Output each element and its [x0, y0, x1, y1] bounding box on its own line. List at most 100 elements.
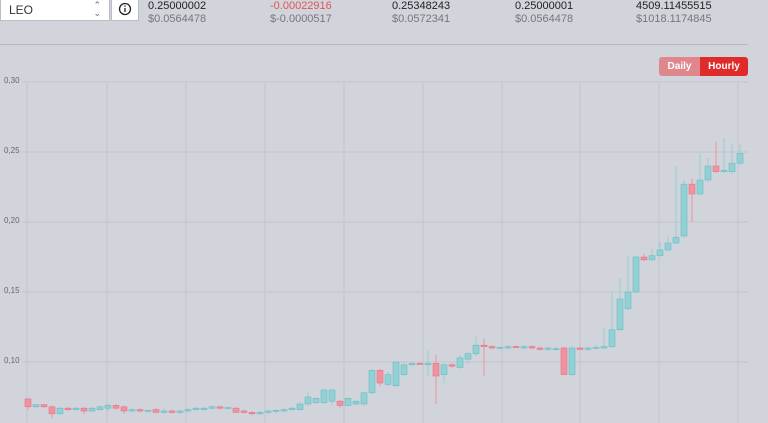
- stat-value: 0.25348243: [392, 0, 451, 12]
- symbol-select[interactable]: LEO ⌃ ⌄: [0, 0, 110, 21]
- candle-body: [568, 347, 576, 375]
- candle-body: [336, 400, 344, 406]
- y-tick-label: 0,10: [4, 356, 20, 365]
- candle-body: [464, 353, 472, 360]
- stat-value: -0.00022916: [270, 0, 332, 12]
- stat-value: 4509.11455515: [636, 0, 712, 12]
- stat: 0.25348243 $0.0572341: [392, 0, 450, 26]
- daily-button[interactable]: Daily: [659, 57, 700, 76]
- candle-body: [656, 249, 664, 256]
- divider: [0, 44, 748, 45]
- candle-body: [224, 407, 232, 409]
- candle-body: [56, 407, 64, 415]
- stat: 0.25000002 $0.0564478: [148, 0, 206, 26]
- candle-body: [304, 396, 312, 405]
- candle-body: [480, 344, 488, 347]
- candle-body: [368, 370, 376, 394]
- candle-body: [512, 346, 520, 348]
- candle-body: [96, 406, 104, 410]
- candle-body: [544, 347, 552, 350]
- candle-body: [560, 347, 568, 375]
- candle-body: [440, 364, 448, 375]
- candle-body: [504, 346, 512, 349]
- candle-body: [384, 374, 392, 385]
- y-tick-label: 0,25: [4, 146, 20, 155]
- candle-body: [272, 409, 280, 412]
- candle-body: [424, 363, 432, 366]
- candle-body: [40, 404, 48, 408]
- stat: 0.25000001 $0.0564478: [515, 0, 573, 26]
- candle-body: [680, 183, 688, 237]
- candle-body: [616, 298, 624, 331]
- y-tick-label: 0,30: [4, 76, 20, 85]
- candle-body: [256, 412, 264, 415]
- candle-body: [328, 389, 336, 402]
- candle-body: [400, 364, 408, 375]
- candle-body: [32, 404, 40, 408]
- candle-body: [632, 256, 640, 293]
- stat-usd: $0.0564478: [515, 13, 574, 25]
- candle-body: [640, 256, 648, 261]
- candle-body: [592, 346, 600, 349]
- candle-body: [168, 410, 176, 413]
- candle-body: [728, 162, 736, 172]
- candle-body: [88, 407, 96, 412]
- candle-body: [208, 406, 216, 409]
- stat-value: 0.25000002: [148, 0, 207, 12]
- candle-body: [144, 409, 152, 412]
- candle-body: [216, 406, 224, 409]
- candle-body: [488, 346, 496, 349]
- info-button[interactable]: [111, 0, 139, 21]
- candle-body: [176, 410, 184, 413]
- chevrons: ⌃ ⌄: [93, 0, 101, 18]
- stat-usd: $1018.1174845: [636, 13, 712, 25]
- candle-body: [576, 347, 584, 350]
- candle-body: [128, 409, 136, 412]
- stat-value: 0.25000001: [515, 0, 574, 12]
- candle-body: [608, 329, 616, 347]
- candle-body: [240, 410, 248, 413]
- candle-body: [104, 405, 112, 409]
- candle-body: [496, 346, 504, 349]
- candle-body: [704, 165, 712, 181]
- candle-body: [720, 169, 728, 172]
- candle-body: [360, 392, 368, 405]
- candle-body: [736, 153, 744, 164]
- y-tick-label: 0,20: [4, 216, 20, 225]
- hourly-button[interactable]: Hourly: [700, 57, 748, 76]
- candle-body: [312, 398, 320, 403]
- vertical-grid: [26, 82, 739, 423]
- candle-body: [408, 363, 416, 366]
- candle-body: [712, 165, 720, 172]
- candle-body: [600, 346, 608, 349]
- candle-body: [352, 400, 360, 405]
- info-icon: [118, 2, 132, 16]
- candle-body: [696, 179, 704, 195]
- candle-body: [624, 291, 632, 310]
- stat-usd: $-0.0000517: [270, 13, 332, 25]
- candle-body: [552, 348, 560, 351]
- candle-body: [432, 363, 440, 377]
- candle-body: [456, 357, 464, 368]
- candle-body: [72, 407, 80, 410]
- candle-body: [392, 361, 400, 387]
- candle-body: [136, 409, 144, 412]
- candle-body: [200, 407, 208, 410]
- stat-usd: $0.0572341: [392, 13, 451, 25]
- candle-body: [192, 407, 200, 410]
- candle-body: [80, 407, 88, 412]
- candle-body: [416, 363, 424, 365]
- candle-body: [232, 407, 240, 413]
- candle-body: [520, 346, 528, 349]
- candle-body: [320, 389, 328, 403]
- candle-body: [160, 410, 168, 413]
- candle-body: [672, 237, 680, 244]
- candle-body: [648, 255, 656, 261]
- candle-body: [120, 406, 128, 412]
- stat-usd: $0.0564478: [148, 13, 207, 25]
- candle-body: [296, 403, 304, 410]
- candle-body: [64, 407, 72, 410]
- candle-body: [536, 347, 544, 350]
